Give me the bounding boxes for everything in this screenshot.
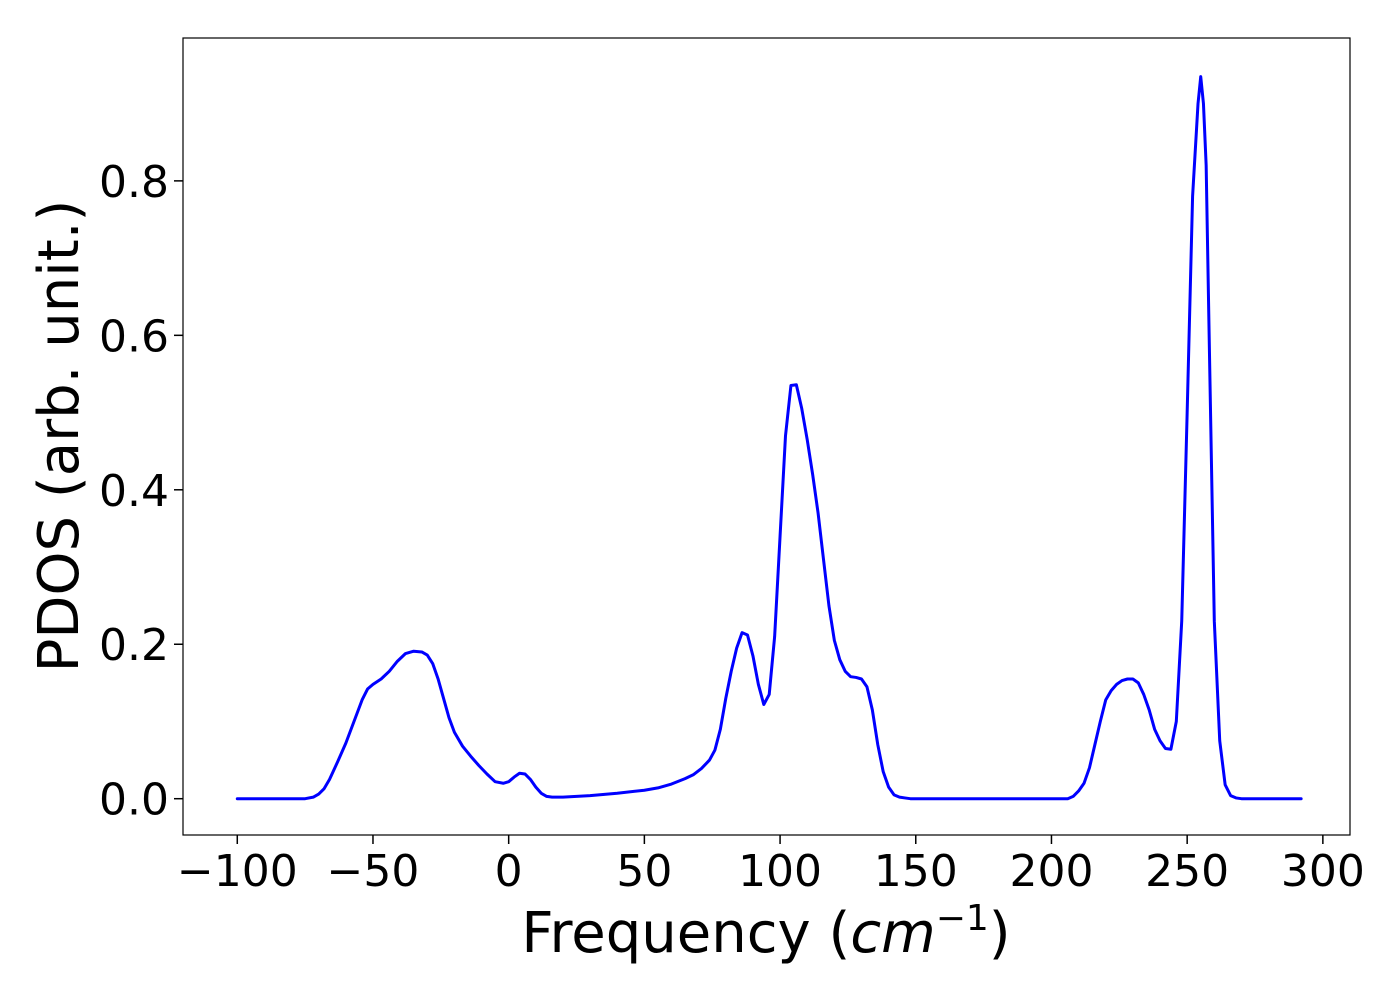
y-axis-label: PDOS (arb. unit.) [27, 200, 92, 673]
x-tick-label: 250 [1145, 846, 1229, 897]
y-tick-label: 0.0 [99, 775, 169, 826]
x-tick-label: −100 [177, 846, 298, 897]
x-tick-label: 50 [616, 846, 672, 897]
x-tick-label: 150 [874, 846, 958, 897]
plot-frame [182, 37, 1351, 836]
x-axis: −100 −50 0 50 100 150 200 250 300 [177, 835, 1365, 897]
x-tick-label: 0 [495, 846, 523, 897]
x-axis-label: Frequency (cm−1) [521, 898, 1010, 966]
x-tick-label: −50 [327, 846, 420, 897]
y-axis: 0.0 0.2 0.4 0.6 0.8 [99, 157, 183, 826]
y-tick-label: 0.2 [99, 620, 169, 671]
x-tick-label: 100 [738, 846, 822, 897]
y-tick-label: 0.4 [99, 466, 169, 517]
x-tick-label: 300 [1281, 846, 1365, 897]
x-tick-label: 200 [1009, 846, 1093, 897]
y-tick-label: 0.6 [99, 311, 169, 362]
pdos-series-line [235, 75, 1303, 801]
plot-area [235, 75, 1303, 801]
y-tick-label: 0.8 [99, 157, 169, 208]
